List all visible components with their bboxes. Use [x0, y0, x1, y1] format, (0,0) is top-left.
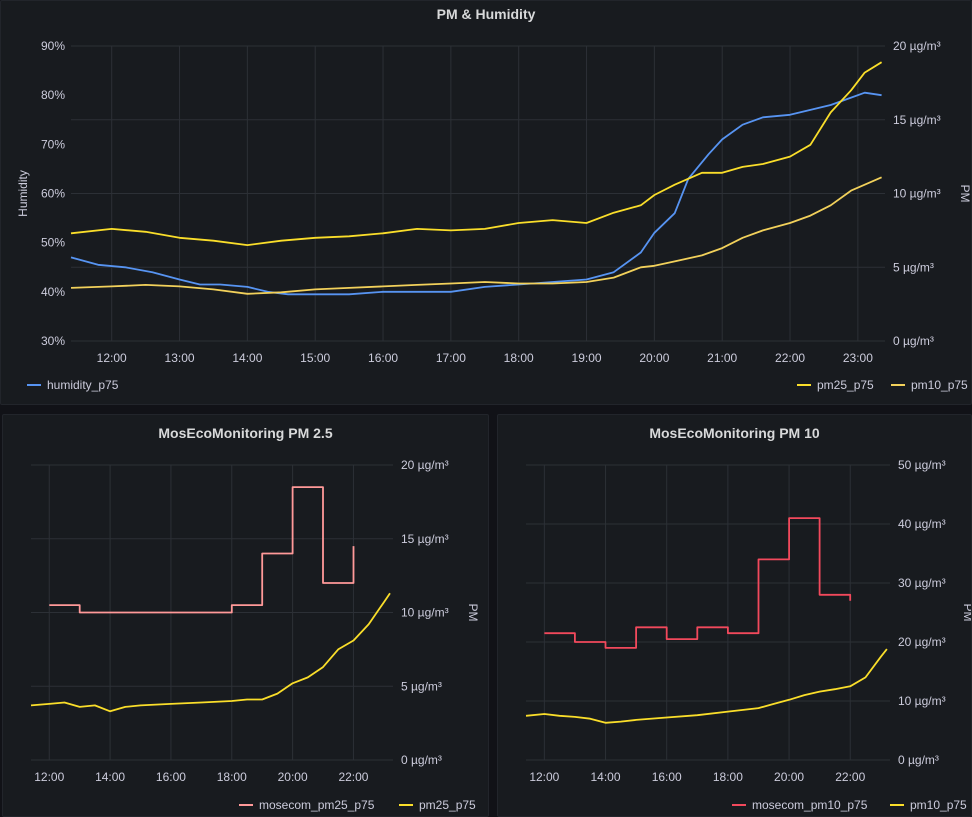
series-line-pm10_p75: [525, 648, 888, 724]
series-line-mosecom_pm25_p75: [49, 486, 355, 614]
y-right-axis-label: PM: [466, 604, 480, 622]
x-tick-label: 16:00: [368, 351, 398, 365]
x-tick-label: 23:00: [843, 351, 873, 365]
x-tick-label: 20:00: [278, 770, 308, 784]
x-tick-label: 15:00: [300, 351, 330, 365]
y-left-axis-label: Humidity: [16, 170, 30, 217]
panel-mosecom-pm25: MosEcoMonitoring PM 2.5 0 µg/m³ 5 µg/m³ 10…: [2, 414, 489, 817]
y-right-tick-label: 5 µg/m³: [401, 679, 442, 693]
legend-humidity: humidity_p75: [47, 378, 119, 392]
x-tick-label: 12:00: [34, 770, 64, 784]
x-tick-label: 12:00: [97, 351, 127, 365]
y-right-tick-label: 5 µg/m³: [893, 260, 934, 274]
x-tick-label: 14:00: [232, 351, 262, 365]
y-right-tick-label: 15 µg/m³: [401, 532, 449, 546]
y-left-tick-label: 90%: [41, 39, 65, 53]
y-right-tick-label: 50 µg/m³: [898, 458, 946, 472]
legend-pm10: pm10_p75: [910, 798, 967, 812]
x-tick-label: 22:00: [338, 770, 368, 784]
chart-pm-humidity[interactable]: 0 µg/m³ 5 µg/m³ 10 µg/m³ 15 µg/m³ 20 µg/m³ 30…: [1, 1, 972, 405]
panel-title: MosEcoMonitoring PM 2.5: [158, 425, 333, 441]
legend-pm10: pm10_p75: [911, 378, 968, 392]
x-tick-label: 18:00: [713, 770, 743, 784]
series-line-mosecom_pm10_p75: [544, 517, 852, 649]
legend-mosecom-pm10: mosecom_pm10_p75: [752, 798, 868, 812]
y-left-tick-label: 40%: [41, 285, 65, 299]
x-tick-label: 14:00: [95, 770, 125, 784]
panel-pm-humidity: PM & Humidity 0 µg/m³ 5 µg/m³ 10 µg/m³ 15 µ…: [0, 0, 972, 405]
x-tick-label: 14:00: [591, 770, 621, 784]
series-line-pm25_p75: [70, 61, 883, 246]
y-left-tick-label: 30%: [41, 334, 65, 348]
panel-title: MosEcoMonitoring PM 10: [649, 425, 820, 441]
x-tick-label: 17:00: [436, 351, 466, 365]
y-right-tick-label: 15 µg/m³: [893, 113, 941, 127]
panel-mosecom-pm10: MosEcoMonitoring PM 10 0 µg/m³ 10 µg/m³ 20…: [497, 414, 972, 817]
y-left-tick-label: 80%: [41, 88, 65, 102]
chart-mosecom-pm10[interactable]: 0 µg/m³ 10 µg/m³ 20 µg/m³ 30 µg/m³ 40 µg/m³ 5…: [498, 415, 972, 817]
x-tick-label: 22:00: [775, 351, 805, 365]
y-right-tick-label: 20 µg/m³: [893, 39, 941, 53]
x-tick-label: 21:00: [707, 351, 737, 365]
x-tick-label: 20:00: [774, 770, 804, 784]
x-tick-label: 18:00: [217, 770, 247, 784]
y-right-tick-label: 20 µg/m³: [898, 635, 946, 649]
y-right-tick-label: 40 µg/m³: [898, 517, 946, 531]
x-tick-label: 16:00: [156, 770, 186, 784]
y-right-tick-label: 0 µg/m³: [898, 753, 939, 767]
y-right-tick-label: 10 µg/m³: [401, 606, 449, 620]
y-left-tick-label: 60%: [41, 187, 65, 201]
y-right-tick-label: 20 µg/m³: [401, 458, 449, 472]
y-right-tick-label: 10 µg/m³: [898, 694, 946, 708]
x-tick-label: 20:00: [639, 351, 669, 365]
y-right-tick-label: 10 µg/m³: [893, 187, 941, 201]
y-right-axis-label: PM: [961, 604, 972, 622]
x-tick-label: 19:00: [572, 351, 602, 365]
y-left-tick-label: 50%: [41, 236, 65, 250]
y-right-tick-label: 0 µg/m³: [401, 753, 442, 767]
legend-pm25: pm25_p75: [419, 798, 476, 812]
y-right-axis-label: PM: [958, 185, 972, 203]
series-line-pm10_p75: [70, 176, 882, 295]
y-right-tick-label: 30 µg/m³: [898, 576, 946, 590]
y-right-tick-label: 0 µg/m³: [893, 334, 934, 348]
x-tick-label: 18:00: [504, 351, 534, 365]
legend-mosecom-pm25: mosecom_pm25_p75: [259, 798, 375, 812]
legend-pm25: pm25_p75: [817, 378, 874, 392]
panel-title: PM & Humidity: [436, 6, 536, 22]
x-tick-label: 22:00: [835, 770, 865, 784]
x-tick-label: 12:00: [529, 770, 559, 784]
series-line-pm25_p75: [30, 592, 391, 713]
y-left-tick-label: 70%: [41, 137, 65, 151]
chart-mosecom-pm25[interactable]: 0 µg/m³ 5 µg/m³ 10 µg/m³ 15 µg/m³ 20 µg/m³ 12…: [3, 415, 489, 817]
x-tick-label: 13:00: [165, 351, 195, 365]
x-tick-label: 16:00: [652, 770, 682, 784]
